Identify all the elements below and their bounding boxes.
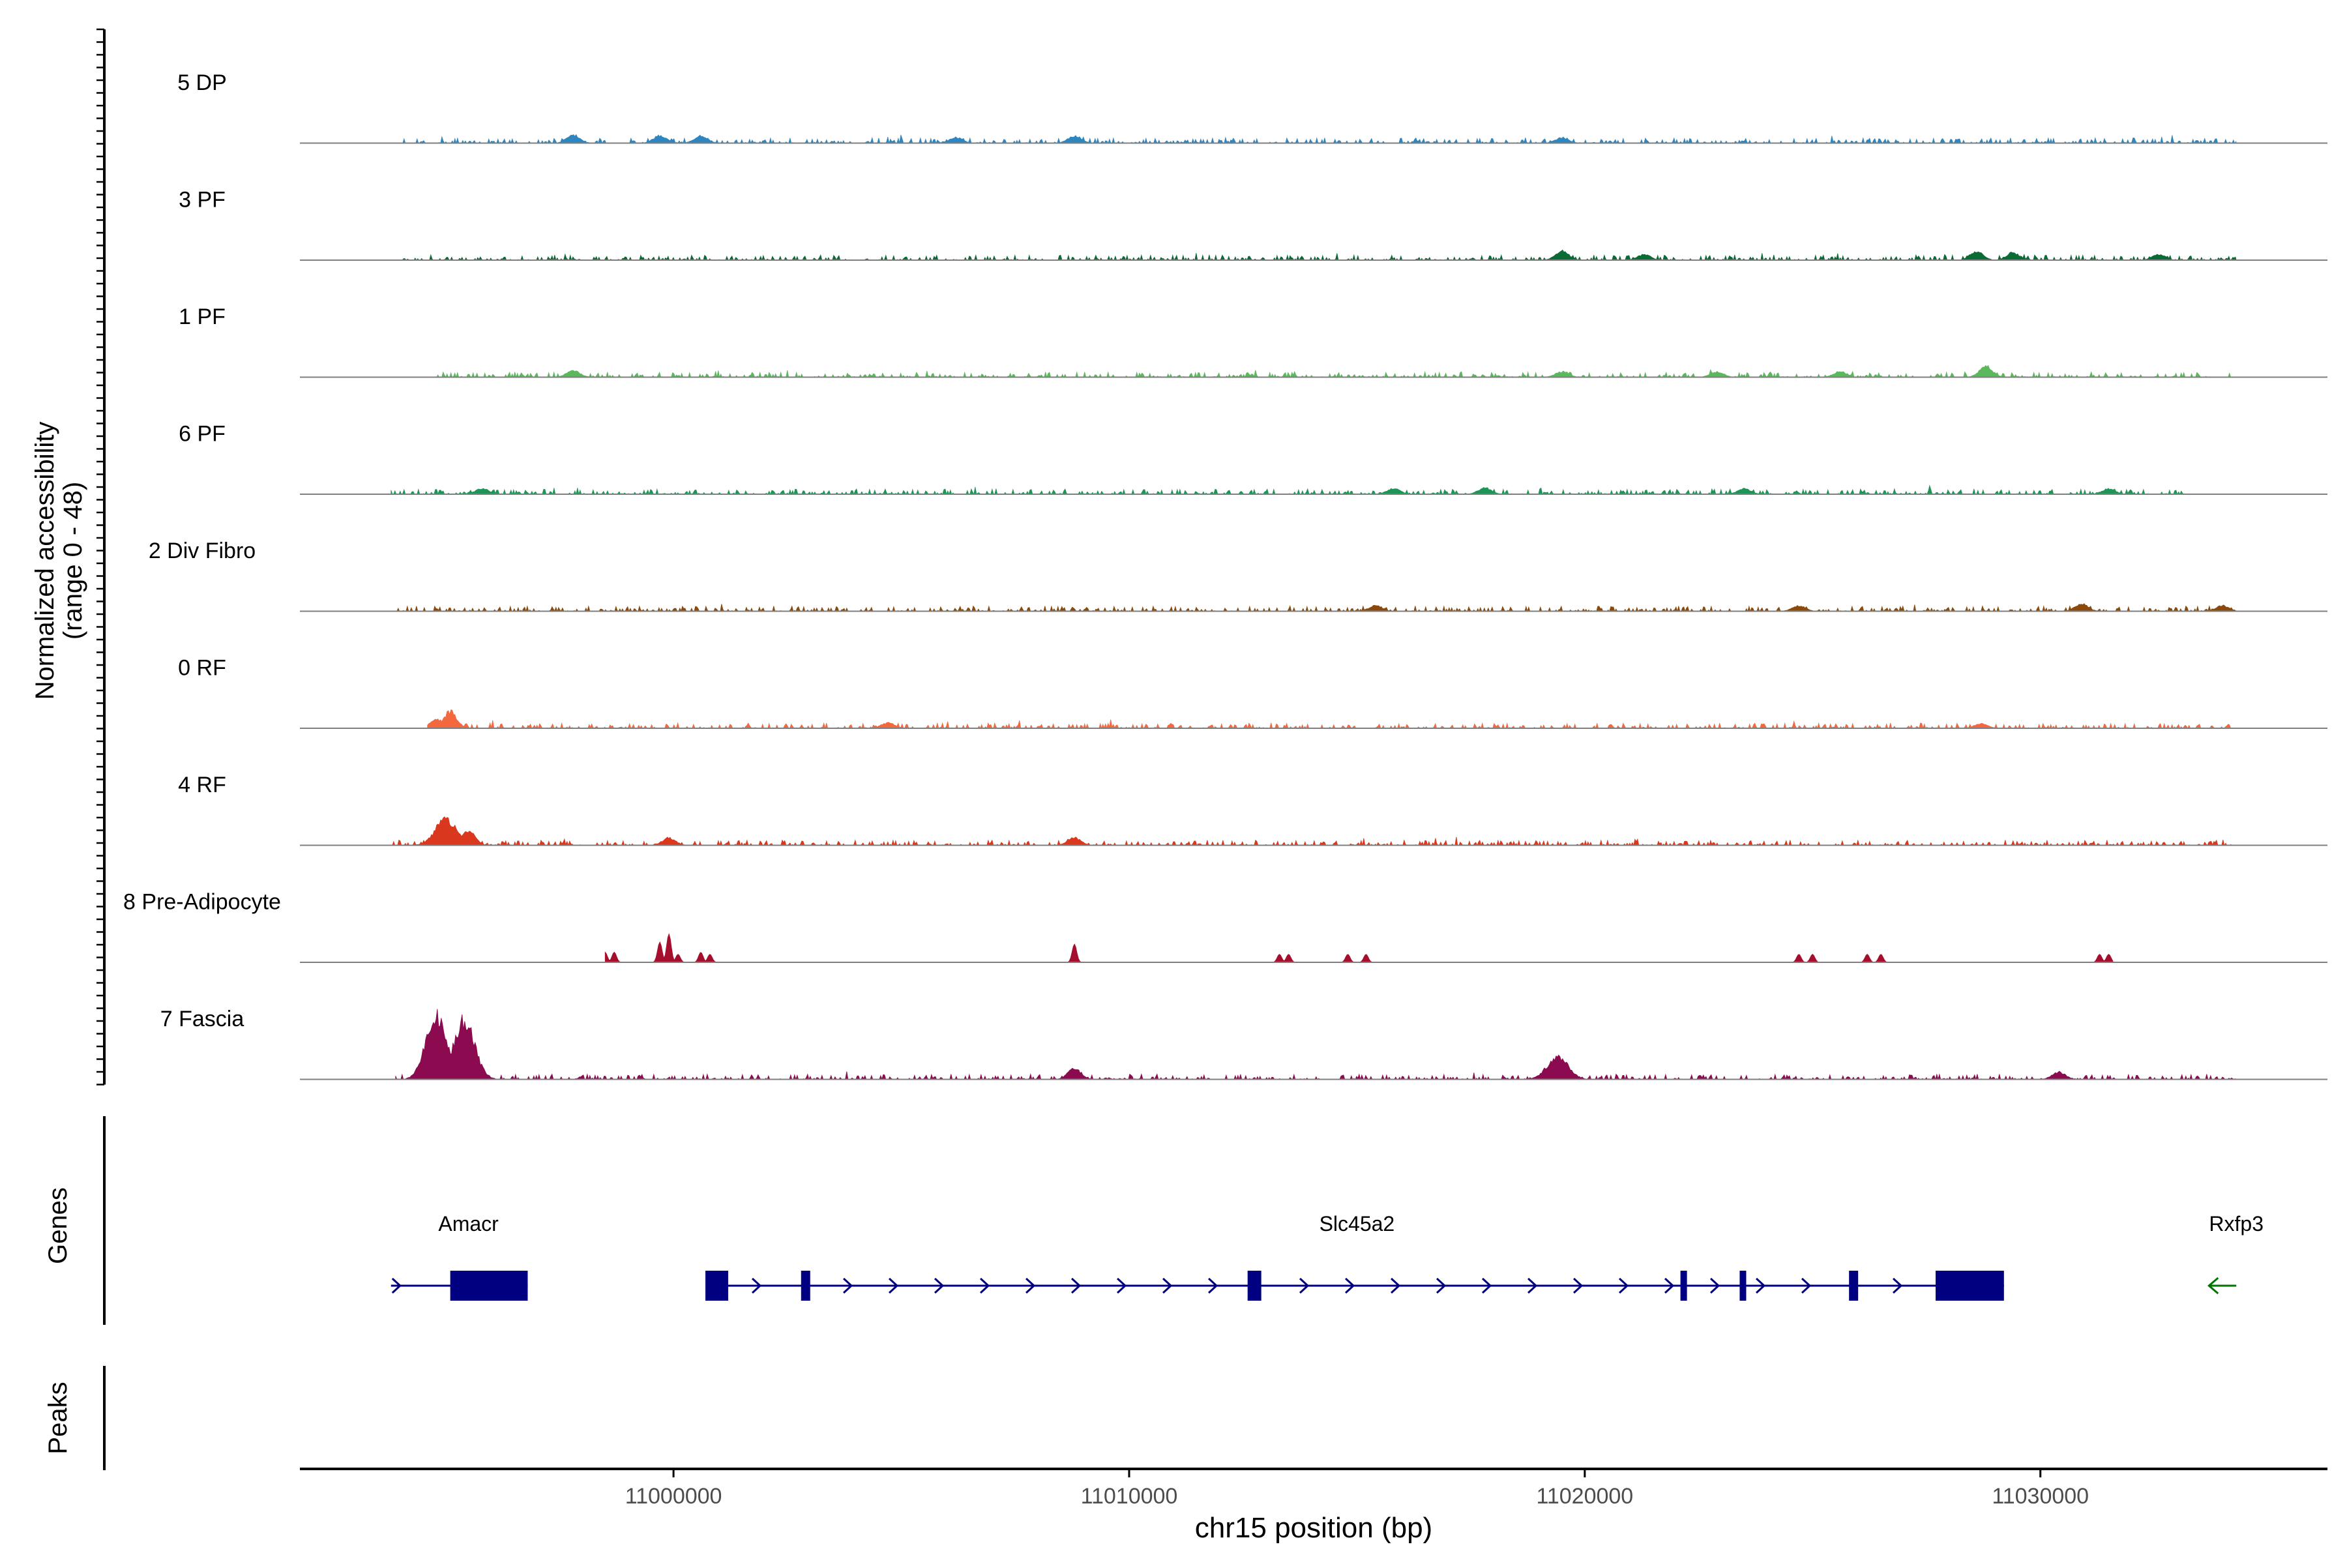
coverage-area bbox=[395, 1009, 2237, 1081]
track-label: 2 Div Fibro bbox=[149, 539, 256, 563]
track-label: 5 DP bbox=[177, 70, 227, 95]
coverage-area bbox=[400, 134, 2237, 145]
strand-arrow bbox=[1664, 1277, 1675, 1294]
track-label: 1 PF bbox=[179, 304, 226, 329]
strand-arrow bbox=[842, 1277, 853, 1294]
track-5-dp: 5 DP bbox=[177, 70, 2327, 145]
strand-arrow bbox=[1025, 1277, 1036, 1294]
gene-exon bbox=[1849, 1271, 1859, 1301]
strand-arrow bbox=[1755, 1277, 1766, 1294]
x-tick-label: 11000000 bbox=[625, 1484, 722, 1509]
strand-arrow bbox=[1572, 1277, 1584, 1294]
strand-arrow bbox=[1801, 1277, 1812, 1294]
strand-arrow bbox=[391, 1277, 402, 1294]
strand-arrow bbox=[1116, 1277, 1127, 1294]
coverage-area bbox=[604, 933, 2114, 963]
coverage-area bbox=[391, 816, 2233, 846]
strand-arrow bbox=[979, 1277, 990, 1294]
genes-track-label: Genes bbox=[44, 1187, 72, 1264]
gene-label: Amacr bbox=[438, 1212, 499, 1235]
track-0-rf: 0 RF bbox=[178, 656, 2327, 730]
x-tick-label: 11010000 bbox=[1081, 1484, 1178, 1509]
track-label: 7 Fascia bbox=[160, 1007, 244, 1031]
genes-panel: Amacr Slc45a2 Rxfp3 bbox=[103, 1116, 2264, 1325]
coverage-area bbox=[436, 364, 2232, 378]
peaks-track-label: Peaks bbox=[44, 1382, 72, 1454]
track-7-fascia: 7 Fascia bbox=[160, 1007, 2327, 1081]
track-4-rf: 4 RF bbox=[178, 773, 2327, 846]
strand-arrow bbox=[1618, 1277, 1629, 1294]
strand-arrow bbox=[888, 1277, 899, 1294]
gene-exon bbox=[1247, 1271, 1262, 1301]
strand-arrow bbox=[1207, 1277, 1218, 1294]
track-8-pre-adipocyte: 8 Pre-Adipocyte bbox=[123, 890, 2327, 963]
gene-exon bbox=[705, 1271, 728, 1301]
strand-arrow bbox=[1481, 1277, 1492, 1294]
x-tick-label: 11020000 bbox=[1536, 1484, 1633, 1509]
track-6-pf: 6 PF bbox=[179, 422, 2327, 496]
strand-arrow bbox=[1892, 1277, 1903, 1294]
track-3-pf: 3 PF bbox=[179, 188, 2327, 261]
coverage-area bbox=[427, 709, 2232, 730]
track-label: 8 Pre-Adipocyte bbox=[123, 890, 281, 915]
strand-arrow bbox=[2207, 1277, 2219, 1295]
track-2-div-fibro: 2 Div Fibro bbox=[149, 539, 2327, 612]
strand-arrow bbox=[1070, 1277, 1082, 1294]
track-label: 3 PF bbox=[179, 188, 226, 213]
gene-exon bbox=[1739, 1271, 1747, 1301]
gene-exon bbox=[1680, 1271, 1687, 1301]
strand-arrow bbox=[1344, 1277, 1355, 1294]
track-label: 4 RF bbox=[178, 773, 226, 797]
strand-arrow bbox=[1436, 1277, 1447, 1294]
gene-rxfp3: Rxfp3 bbox=[2207, 1212, 2264, 1295]
strand-arrow bbox=[1390, 1277, 1401, 1294]
gene-slc45a2: Slc45a2 bbox=[705, 1212, 2004, 1301]
gene-exon bbox=[801, 1271, 810, 1301]
track-label: 6 PF bbox=[179, 422, 226, 447]
coverage-area bbox=[395, 603, 2237, 612]
coverage-panel: 5 DP 3 PF 1 PF 6 PF 2 Div Fibro 0 RF 4 RF 8 Pre… bbox=[96, 28, 2327, 1086]
strand-arrow bbox=[1709, 1277, 1720, 1294]
strand-arrow bbox=[1299, 1277, 1310, 1294]
gene-label: Rxfp3 bbox=[2209, 1212, 2264, 1235]
gene-label: Slc45a2 bbox=[1320, 1212, 1395, 1235]
gene-exon bbox=[1935, 1271, 2004, 1301]
gene-amacr: Amacr bbox=[391, 1212, 528, 1301]
coverage-area bbox=[391, 484, 2187, 496]
y-axis-title-line1: Normalized accessibility bbox=[31, 422, 59, 700]
strand-arrow bbox=[1162, 1277, 1173, 1294]
x-axis: 11000000 11010000 11020000 11030000 bbox=[300, 1468, 2327, 1509]
strand-arrow bbox=[1527, 1277, 1538, 1294]
x-axis-title: chr15 position (bp) bbox=[1195, 1512, 1432, 1544]
y-axis-title-line2: (range 0 - 48) bbox=[59, 482, 87, 640]
gene-exon bbox=[450, 1271, 528, 1301]
coverage-area bbox=[395, 249, 2237, 261]
strand-arrow bbox=[751, 1277, 762, 1294]
track-1-pf: 1 PF bbox=[179, 304, 2327, 378]
x-tick-label: 11030000 bbox=[1992, 1484, 2089, 1509]
track-label: 0 RF bbox=[178, 656, 226, 681]
strand-arrow bbox=[934, 1277, 945, 1294]
